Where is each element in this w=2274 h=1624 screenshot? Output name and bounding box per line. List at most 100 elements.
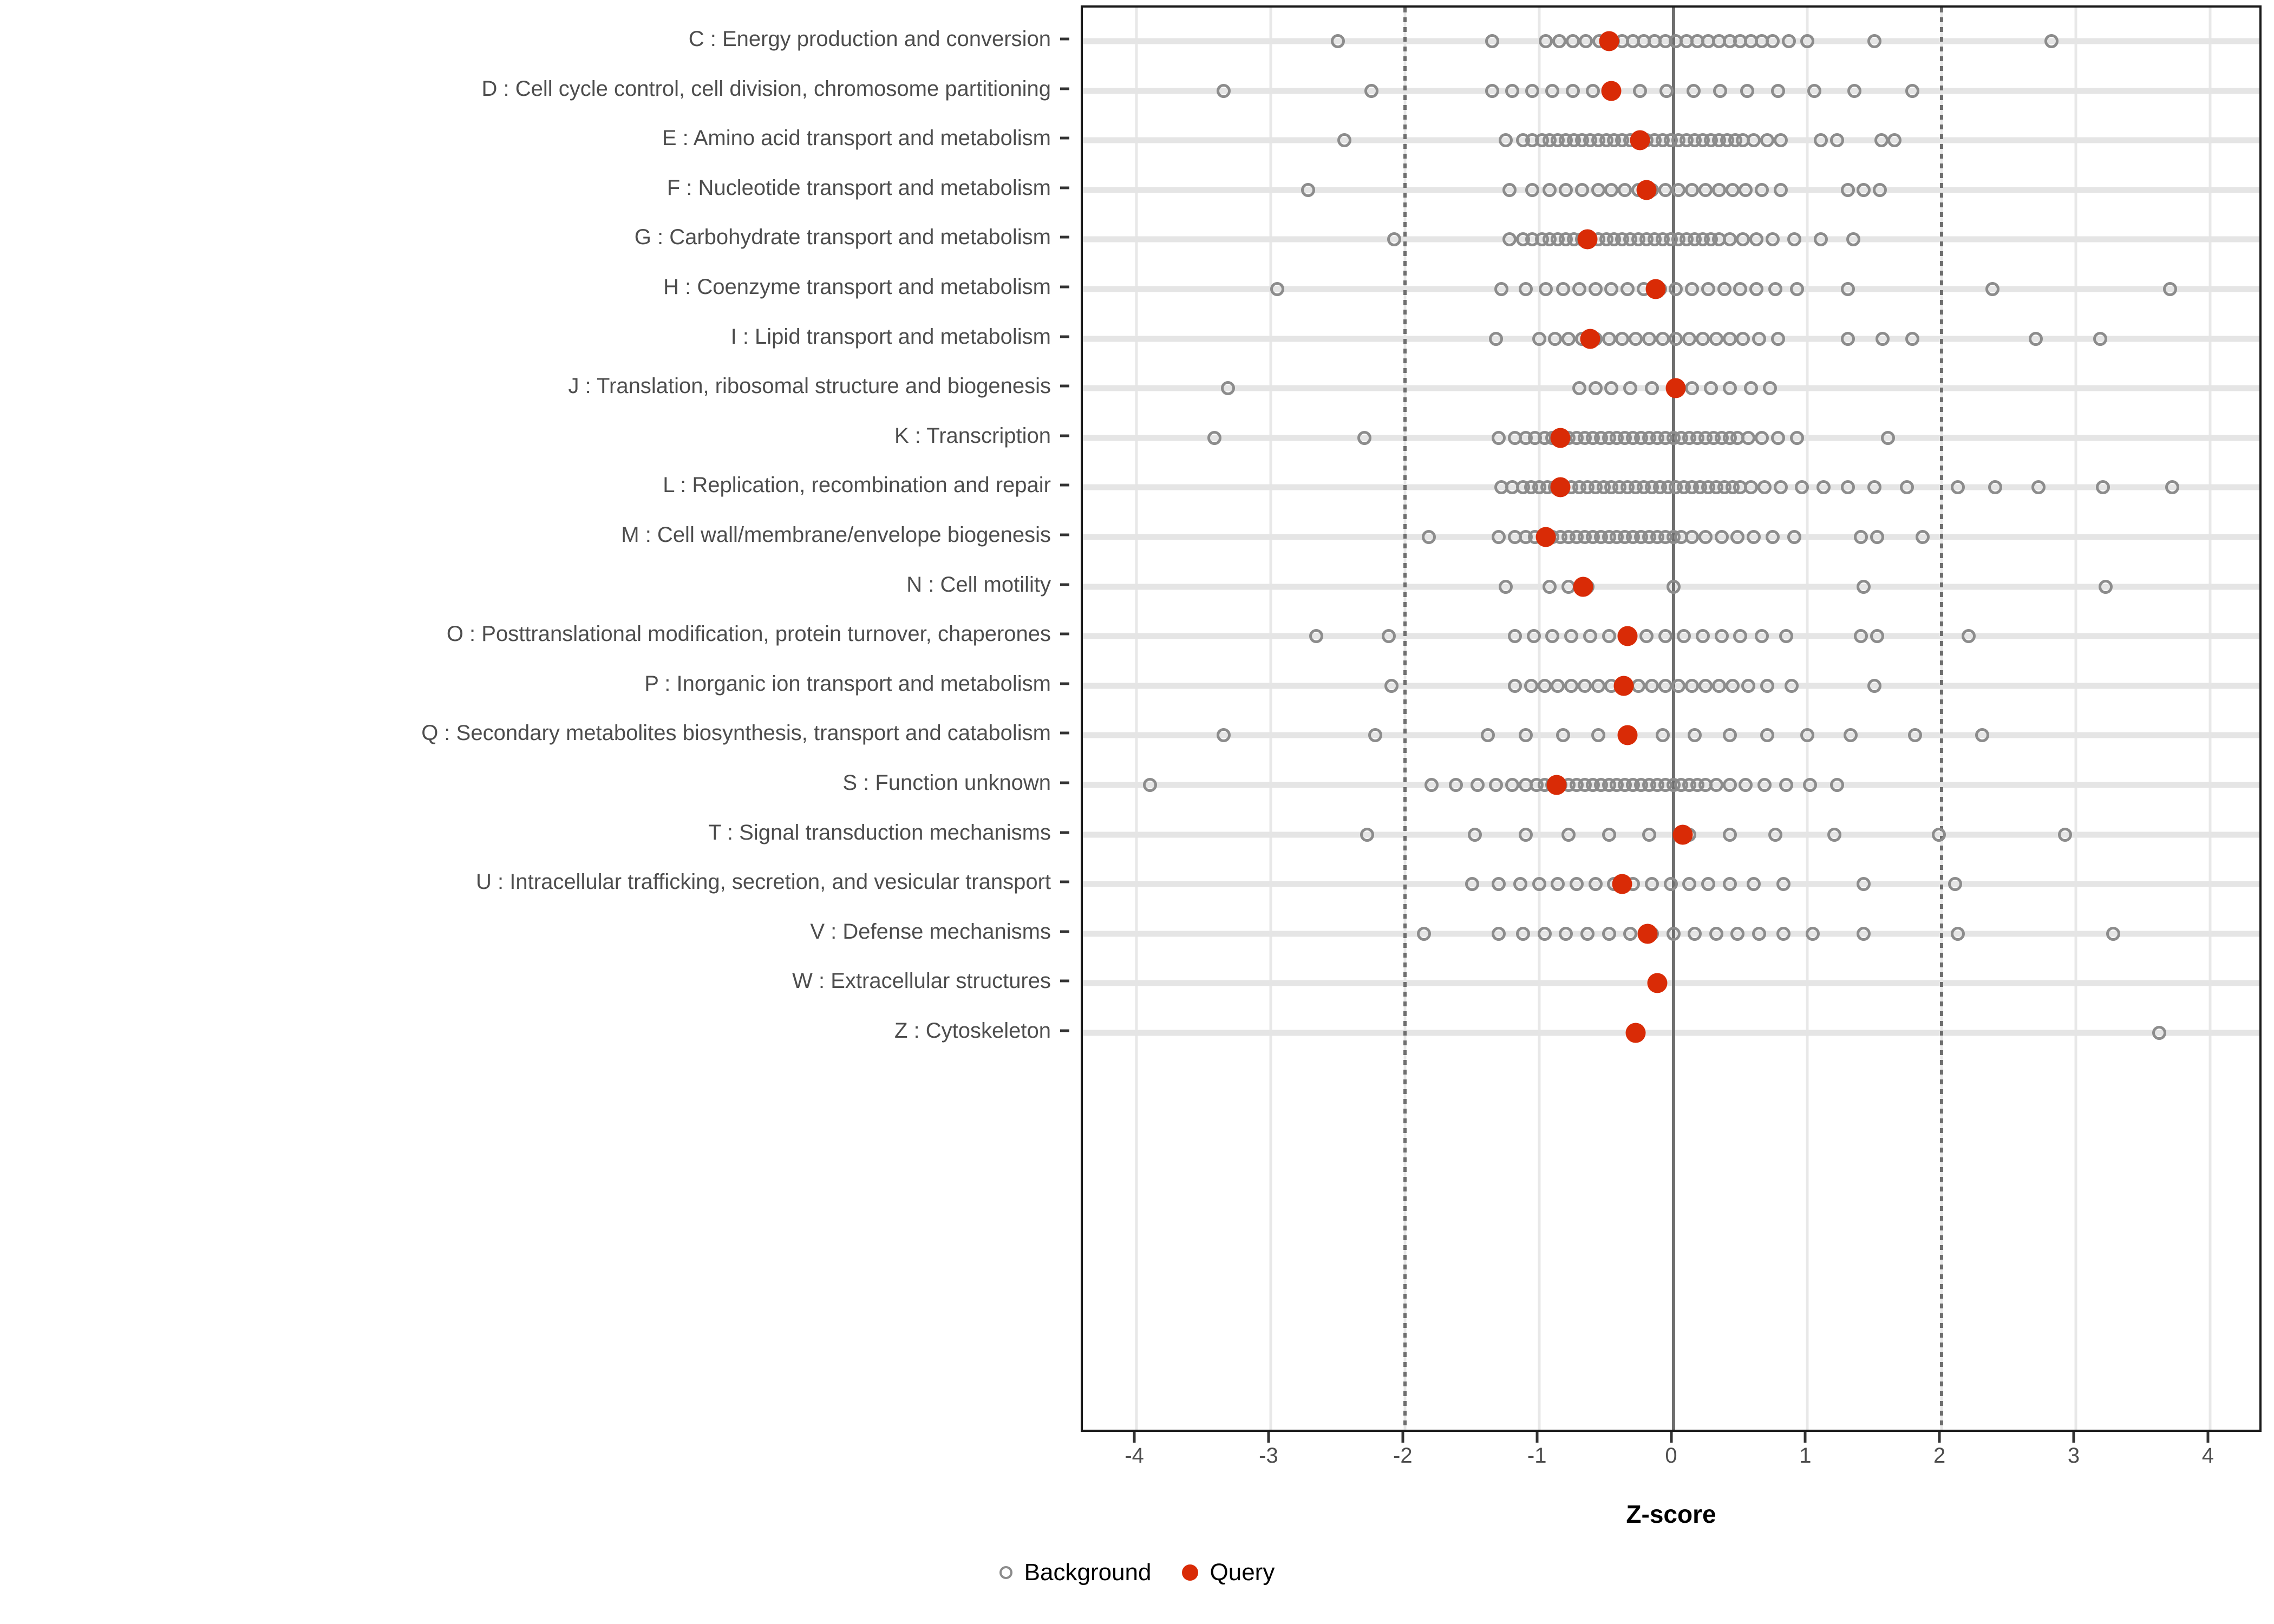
background-point [1526, 629, 1541, 644]
y-axis-label: H : Coenzyme transport and metabolism [663, 275, 1051, 299]
background-point [1975, 728, 1989, 743]
background-point [1722, 728, 1737, 743]
background-point [1744, 381, 1759, 396]
background-point [1330, 34, 1345, 48]
background-point [1762, 381, 1777, 396]
background-point [1270, 282, 1285, 296]
background-point [1725, 182, 1740, 197]
background-point [1561, 827, 1576, 842]
background-point [1787, 530, 1801, 544]
x-gridline [2208, 8, 2212, 1430]
y-axis-tick [1060, 731, 1069, 735]
background-point [1639, 629, 1654, 644]
y-gridline [1083, 831, 2259, 838]
x-axis-tick-label: 2 [1933, 1444, 1946, 1468]
background-point [1807, 83, 1821, 98]
background-point [1481, 728, 1495, 743]
background-point [1525, 182, 1540, 197]
x-axis-tick-label: -2 [1393, 1444, 1413, 1468]
background-point [2044, 34, 2059, 48]
background-point [1741, 430, 1756, 445]
background-point [1604, 282, 1619, 296]
background-point [1666, 926, 1681, 941]
background-point [1755, 430, 1769, 445]
query-point [1613, 676, 1634, 696]
background-point [1703, 381, 1718, 396]
background-point [1733, 282, 1748, 296]
x-axis: -4 -3 -2 -1 0 1 2 3 4 [1081, 1432, 2262, 1497]
background-point [1739, 182, 1753, 197]
query-point [1580, 329, 1600, 349]
background-point [1740, 83, 1754, 98]
legend-item-background: Background [999, 1559, 1152, 1586]
background-point [1492, 430, 1506, 445]
background-point [1588, 282, 1603, 296]
x-axis-tick [1803, 1432, 1807, 1443]
background-point [1770, 83, 1785, 98]
background-point [2093, 331, 2107, 346]
query-point [1601, 81, 1622, 101]
background-point [1602, 629, 1616, 644]
y-axis-tick [1060, 186, 1069, 189]
background-point [1711, 182, 1726, 197]
background-point [1985, 282, 2000, 296]
background-point [1905, 83, 1919, 98]
x-gridline [1135, 8, 1138, 1430]
background-point [1760, 133, 1774, 148]
background-point [1722, 827, 1737, 842]
background-point [1749, 232, 1764, 247]
y-axis-label: O : Posttranslational modification, prot… [446, 622, 1051, 646]
background-point [1489, 331, 1504, 346]
background-point [1887, 133, 1902, 148]
background-point [1747, 530, 1761, 544]
background-point [1686, 83, 1701, 98]
background-point [1658, 678, 1672, 693]
background-point [1803, 778, 1818, 792]
background-point [1532, 331, 1546, 346]
background-point [1714, 530, 1729, 544]
background-point [1207, 430, 1221, 445]
background-point [1685, 282, 1700, 296]
background-point [1757, 480, 1772, 495]
background-point [1644, 877, 1659, 892]
background-point [1525, 83, 1540, 98]
background-point [1709, 926, 1723, 941]
background-point [1870, 530, 1885, 544]
query-point [1573, 577, 1593, 597]
background-point [1932, 827, 1946, 842]
y-axis-label: N : Cell motility [906, 572, 1051, 597]
y-axis-tick [1060, 632, 1069, 636]
x-axis-tick [2072, 1432, 2075, 1443]
background-point [1948, 877, 1962, 892]
x-axis-tick [1401, 1432, 1404, 1443]
background-point [1961, 629, 1976, 644]
x-axis-tick [1938, 1432, 1941, 1443]
x-axis-tick [1670, 1432, 1672, 1443]
background-point [1696, 331, 1710, 346]
background-point [1874, 133, 1889, 148]
background-point [1736, 232, 1750, 247]
background-point [1752, 926, 1767, 941]
y-axis-tick [1060, 37, 1069, 41]
y-axis-tick [1060, 87, 1069, 90]
background-point [1615, 331, 1630, 346]
background-point [1579, 34, 1593, 48]
background-point [1847, 83, 1862, 98]
background-point [1685, 182, 1700, 197]
y-axis-label: J : Translation, ribosomal structure and… [568, 374, 1051, 398]
background-point [1781, 34, 1796, 48]
background-point [1698, 182, 1713, 197]
legend-label-query: Query [1210, 1559, 1275, 1586]
background-point [1765, 34, 1780, 48]
query-point [1535, 527, 1556, 547]
background-point [1561, 331, 1576, 346]
background-point [1800, 34, 1815, 48]
background-point [1644, 381, 1659, 396]
background-point [1765, 530, 1780, 544]
background-point [1618, 182, 1632, 197]
background-point [1722, 331, 1737, 346]
background-point [1518, 827, 1533, 842]
background-point [1829, 133, 1844, 148]
query-point [1636, 180, 1657, 200]
background-point [1502, 232, 1517, 247]
